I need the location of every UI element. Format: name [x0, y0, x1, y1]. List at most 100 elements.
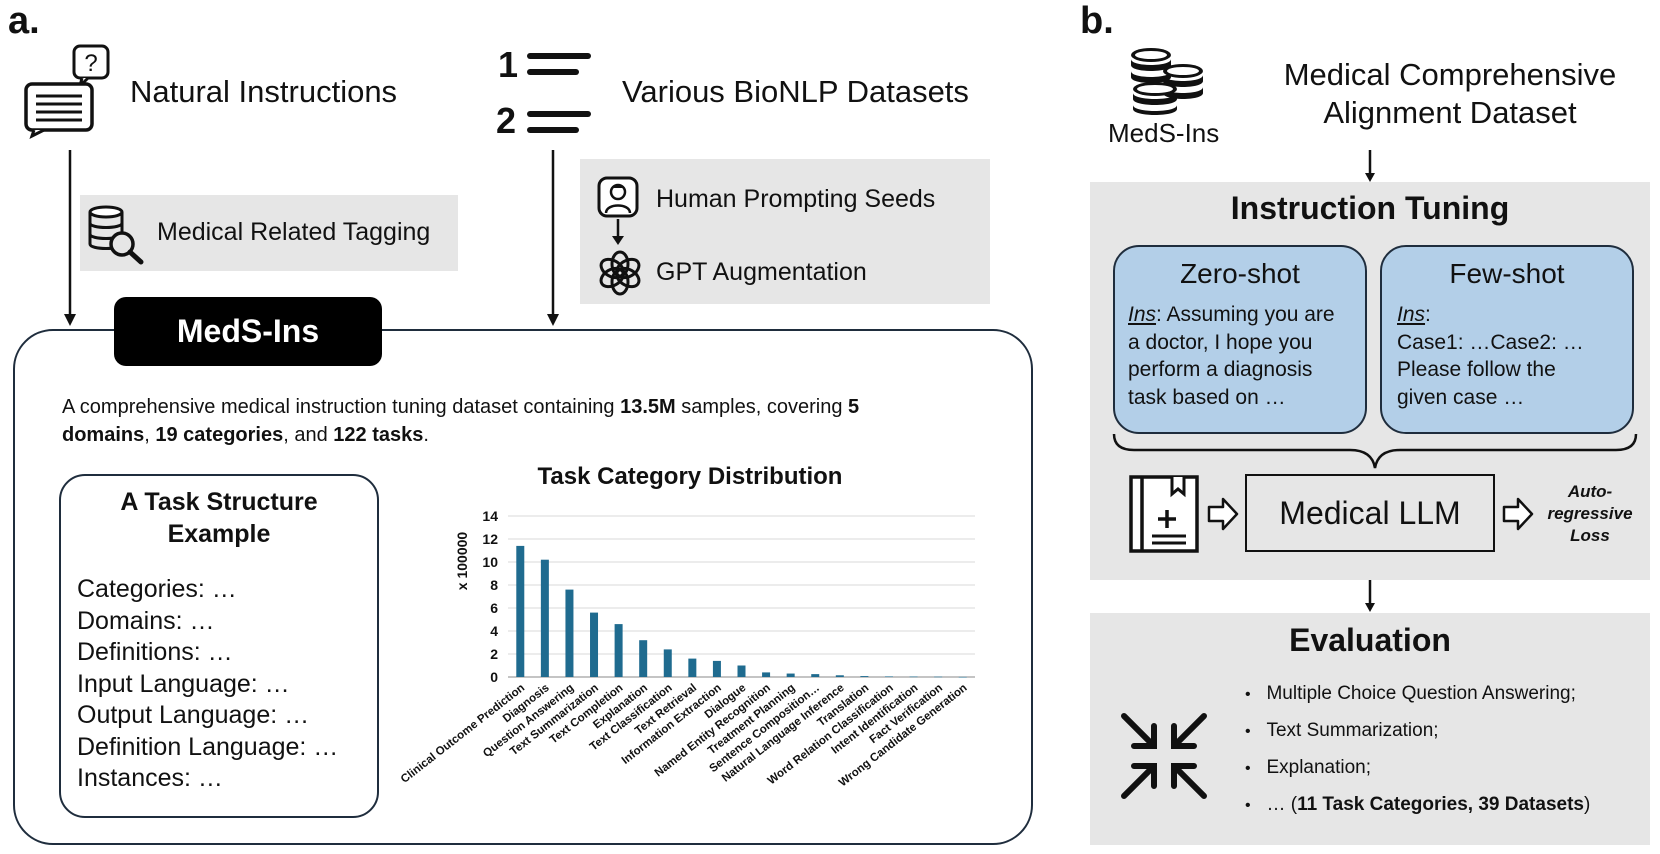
desc-samples: 13.5M [620, 396, 676, 418]
eval-item-4-pre: … ( [1266, 794, 1298, 815]
zero-shot-title: Zero-shot [1180, 258, 1300, 289]
evaluation-list: • Multiple Choice Question Answering; • … [1245, 683, 1645, 831]
desc-text-2: samples, covering [675, 396, 848, 418]
few-shot-line3: Please follow the [1397, 358, 1556, 382]
eval-item-2: • Text Summarization; [1245, 720, 1645, 757]
bar [712, 660, 721, 677]
eval-item-1: • Multiple Choice Question Answering; [1245, 683, 1645, 720]
y-tick-label: 0 [490, 669, 498, 685]
y-tick-label: 10 [482, 554, 498, 570]
arrow-right-down [547, 150, 559, 326]
gpt-logo-icon [599, 250, 641, 296]
desc-text-1: A comprehensive medical instruction tuni… [62, 396, 621, 418]
medical-book-icon [1129, 475, 1199, 553]
chat-question-icon: ? [24, 44, 110, 139]
compress-arrows-icon [1121, 713, 1207, 799]
dataset-description: A comprehensive medical instruction tuni… [62, 393, 1002, 449]
bionlp-datasets-label: Various BioNLP Datasets [622, 74, 969, 109]
eval-item-3-text: Explanation; [1266, 757, 1372, 778]
desc-tasks: 122 tasks [333, 424, 424, 446]
eval-item-1-text: Multiple Choice Question Answering; [1266, 683, 1576, 704]
medical-tagging-label: Medical Related Tagging [157, 218, 431, 246]
prompting-seeds-box [580, 159, 990, 304]
bar [540, 559, 549, 677]
bullet-2: • [1245, 723, 1251, 740]
bar [811, 674, 820, 677]
task-structure-lines: Categories: … Domains: … Definitions: … … [77, 574, 338, 795]
arrow-down-eval [1365, 580, 1375, 612]
y-tick-label: 12 [482, 531, 498, 547]
structure-definition-language: Definition Language: … [77, 732, 339, 761]
desc-categories: 19 categories [155, 424, 284, 446]
structure-instances: Instances: … [77, 764, 223, 792]
bar [884, 676, 893, 678]
arrow-right-icon-1 [1207, 497, 1239, 531]
bar [786, 673, 795, 677]
structure-definitions: Definitions: … [77, 638, 233, 666]
few-shot-ins: Ins [1397, 303, 1426, 326]
bar [639, 640, 648, 677]
list-lines-icon [527, 53, 591, 133]
y-tick-label: 2 [490, 646, 498, 662]
gpt-augmentation-label: GPT Augmentation [656, 258, 867, 286]
bar [590, 612, 599, 677]
panel-a-label: a. [8, 0, 40, 42]
loss-line1: Auto- [1567, 482, 1613, 501]
database-stack-icon [1131, 48, 1203, 115]
bar [762, 672, 771, 677]
few-shot-title: Few-shot [1449, 258, 1565, 289]
bar [958, 676, 967, 678]
meds-ins-tab-label: MedS-Ins [176, 313, 320, 349]
database-search-icon [88, 205, 144, 265]
eval-item-4-post: ) [1583, 794, 1591, 815]
eval-item-2-text: Text Summarization; [1266, 720, 1439, 741]
medical-llm-box: Medical LLM [1245, 474, 1495, 552]
zero-shot-ins: Ins [1128, 303, 1157, 326]
arrow-down-icon [612, 219, 624, 245]
y-tick-label: 6 [490, 600, 498, 616]
desc-domains-count: 5 [848, 396, 860, 418]
y-tick-label: 8 [490, 577, 498, 593]
list-number-2: 2 [496, 100, 517, 141]
loss-line3: Loss [1570, 526, 1610, 545]
desc-text-4: , and [283, 424, 334, 446]
evaluation-title: Evaluation [1289, 622, 1451, 658]
bar [860, 676, 869, 677]
bullet-1: • [1245, 686, 1251, 703]
eval-item-4-bold: 11 Task Categories, 39 Datasets [1297, 794, 1584, 815]
bar [516, 545, 525, 677]
few-shot-line1: : [1425, 303, 1431, 326]
few-shot-line4: given case … [1397, 386, 1525, 410]
curly-brace [1112, 433, 1638, 469]
chart-title: Task Category Distribution [537, 463, 843, 490]
structure-input-language: Input Language: … [77, 669, 290, 698]
few-shot-line2: Case1: …Case2: … [1397, 330, 1584, 354]
medical-tagging-box [80, 195, 458, 271]
desc-domains: domains [62, 424, 145, 446]
structure-domains: Domains: … [77, 606, 215, 635]
meds-ins-label-b: MedS-Ins [1108, 118, 1220, 148]
bar [614, 624, 623, 677]
arrow-right-icon-2 [1502, 497, 1534, 531]
bullet-4: • [1245, 797, 1251, 814]
evaluation-box [1090, 613, 1650, 845]
zero-shot-body: Ins: Assuming you are a doctor, I hope y… [1128, 301, 1368, 412]
y-axis-label: x 100000 [454, 532, 470, 591]
panel-b-label: b. [1080, 0, 1114, 42]
bar [663, 649, 672, 677]
few-shot-body: Ins: Case1: …Case2: … Please follow the … [1397, 301, 1633, 412]
bar [565, 589, 574, 677]
bar [688, 658, 697, 677]
medical-llm-label: Medical LLM [1279, 494, 1461, 531]
bar [835, 675, 844, 677]
meds-ins-tab: MedS-Ins [114, 297, 382, 366]
natural-instructions-label: Natural Instructions [130, 74, 398, 109]
zero-shot-line2: a doctor, I hope you [1128, 330, 1313, 354]
desc-text-3: , [144, 424, 156, 446]
structure-output-language: Output Language: … [77, 701, 310, 729]
bar [737, 665, 746, 677]
desc-text-5: . [423, 424, 429, 446]
zero-shot-line3: perform a diagnosis [1128, 358, 1313, 382]
bullet-3: • [1245, 760, 1251, 777]
